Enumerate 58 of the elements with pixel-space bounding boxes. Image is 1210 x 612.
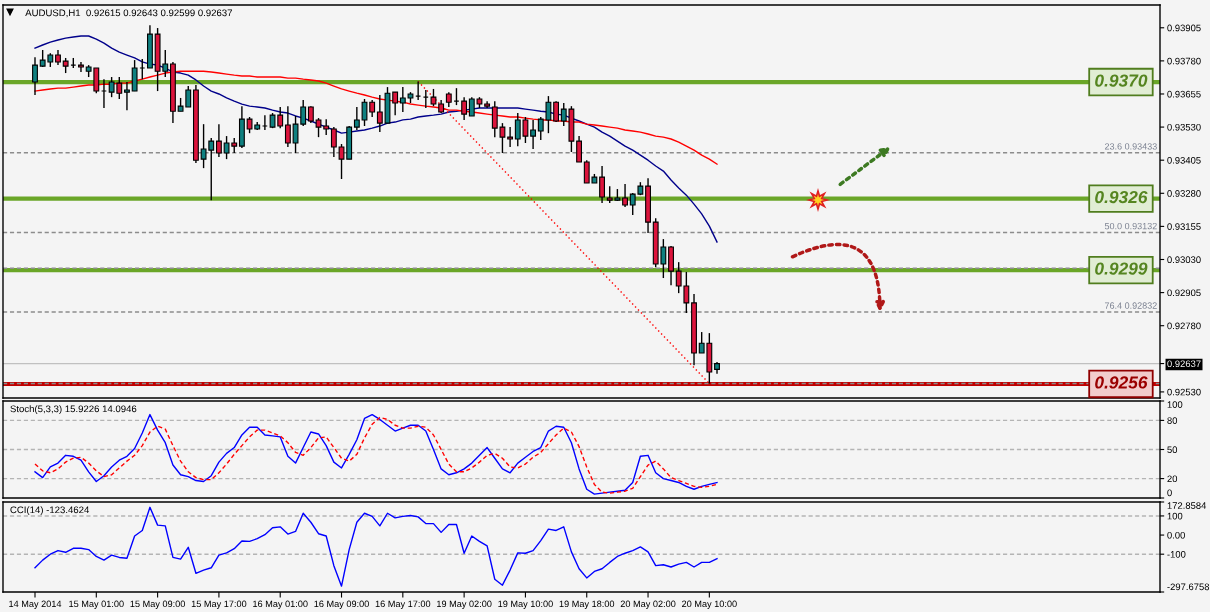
y-tick-label: 0.93780: [1167, 57, 1201, 65]
x-tick-label: 20 May 02:00: [620, 600, 676, 609]
candlestick: [415, 80, 422, 101]
y-tick-label: 0.93030: [1167, 256, 1201, 264]
y-tick-label: 80: [1167, 417, 1178, 424]
y-tick-label: -297.6758: [1167, 583, 1210, 591]
candlestick: [215, 123, 222, 158]
ref-line-label: 23.6 0.93433: [1104, 143, 1157, 150]
x-tick-label: 16 May 17:00: [375, 600, 431, 609]
y-tick-label: 0.00: [1167, 531, 1185, 539]
candlestick: [32, 56, 38, 96]
ref-line-label: 0.9370: [1095, 74, 1148, 87]
candlestick: [622, 183, 628, 208]
ref-line-label: 0.9326: [1095, 190, 1148, 204]
y-tick-label: 0.93280: [1167, 190, 1201, 197]
ref-line-label: 50.0 0.93132: [1104, 222, 1157, 230]
x-tick-label: 15 May 17:00: [191, 600, 247, 609]
x-tick-label: 15 May 01:00: [69, 600, 124, 609]
y-tick-label: -100: [1167, 551, 1186, 558]
y-tick-label: 172.8584: [1167, 502, 1207, 509]
candlestick: [576, 135, 583, 163]
x-tick-label: 19 May 02:00: [437, 600, 492, 609]
x-tick-label: 20 May 10:00: [682, 600, 737, 609]
candlestick: [599, 165, 605, 204]
y-tick-label: 0.92905: [1167, 289, 1201, 297]
ref-line-label: 76.4 0.92832: [1104, 302, 1157, 309]
y-tick-label: 0.92780: [1167, 322, 1201, 330]
y-tick-label: 100: [1167, 512, 1183, 520]
chart-title: Stoch(5,3,3) 15.9226 14.0946: [10, 405, 137, 415]
y-tick-label: 100: [1167, 401, 1183, 408]
y-tick-label: 0.93905: [1167, 24, 1201, 32]
candlestick: [461, 96, 468, 121]
y-tick-label: 0.92637: [1167, 360, 1201, 368]
x-tick-label: 16 May 09:00: [314, 600, 369, 609]
candlestick: [284, 105, 291, 148]
y-tick-label: 0: [1167, 489, 1172, 497]
candlestick: [530, 119, 537, 150]
x-tick-label: 16 May 01:00: [253, 600, 308, 609]
line-series: [34, 35, 718, 243]
candlestick: [139, 58, 146, 80]
y-tick-label: 0.93405: [1167, 157, 1201, 164]
y-tick-label: 0.93155: [1167, 223, 1201, 230]
x-tick-label: 15 May 09:00: [130, 600, 186, 609]
ref-line-label: 0.9299: [1095, 262, 1148, 275]
y-tick-label: 0.93655: [1167, 90, 1201, 98]
candlestick: [131, 59, 138, 92]
x-tick-label: 14 May 2014: [9, 600, 62, 609]
candlestick: [124, 81, 130, 111]
candlestick: [507, 126, 514, 148]
y-tick-label: 0.92530: [1167, 388, 1201, 396]
ref-line-label: 0.9256: [1095, 376, 1148, 389]
x-tick-label: 19 May 10:00: [498, 600, 553, 609]
chart-title: AUDUSD,H1 0.92615 0.92643 0.92599 0.92637: [25, 9, 232, 18]
x-tick-label: 19 May 18:00: [559, 600, 615, 609]
y-tick-label: 50: [1167, 446, 1178, 454]
chart-title: CCI(14) -123.4624: [10, 506, 90, 516]
y-tick-label: 0.93530: [1167, 123, 1201, 131]
y-tick-label: 20: [1167, 475, 1178, 483]
